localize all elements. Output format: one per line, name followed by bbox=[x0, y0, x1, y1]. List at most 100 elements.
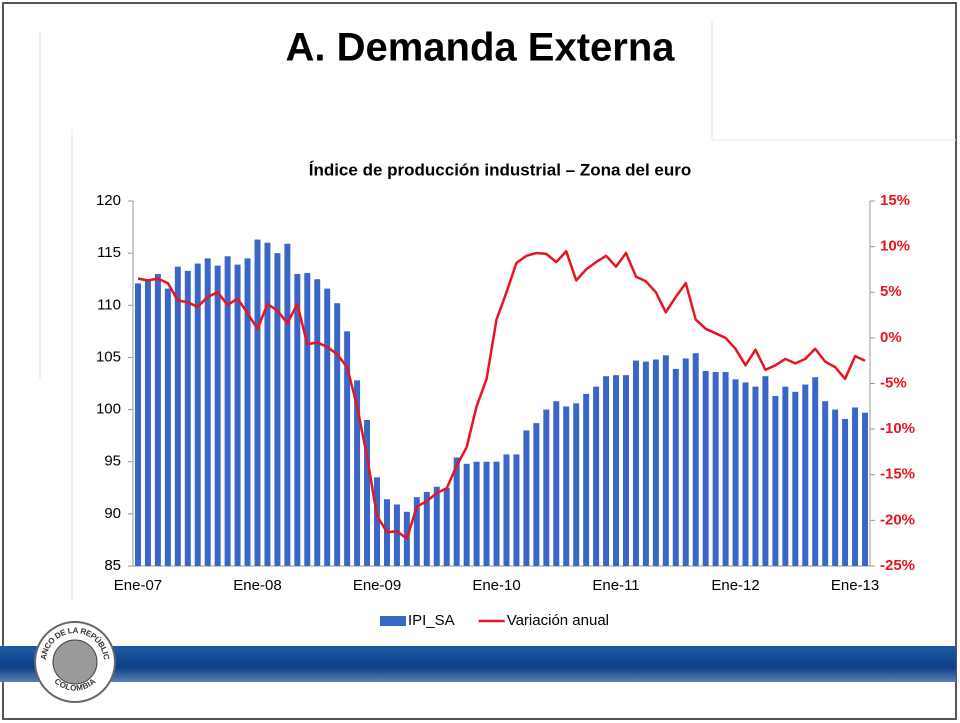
bar bbox=[563, 406, 570, 566]
footer-band bbox=[0, 646, 956, 682]
bar bbox=[682, 358, 689, 566]
bar bbox=[613, 375, 620, 566]
bar bbox=[274, 253, 281, 566]
bar bbox=[672, 368, 679, 566]
bar bbox=[334, 303, 341, 566]
bar bbox=[772, 396, 779, 566]
bar bbox=[264, 242, 271, 566]
legend-swatch bbox=[380, 616, 406, 626]
bar bbox=[523, 430, 530, 566]
y-tick-label: 115 bbox=[97, 244, 121, 261]
bar bbox=[603, 376, 610, 566]
bar bbox=[732, 379, 739, 566]
bar bbox=[314, 279, 321, 566]
y2-tick-label: 0% bbox=[880, 329, 902, 346]
y-tick-label: 110 bbox=[97, 296, 121, 313]
plot: 120 115 110 105 100 95 90 85 15% 10% 5% 0% -5% -10% -1… bbox=[96, 192, 915, 629]
y-tick-label: 85 bbox=[104, 557, 121, 574]
y2-tick-label: -5% bbox=[880, 374, 907, 391]
bar bbox=[423, 491, 430, 566]
bar bbox=[413, 497, 420, 566]
bar bbox=[662, 355, 669, 566]
y-tick-label: 100 bbox=[96, 401, 121, 418]
bar bbox=[862, 412, 869, 566]
bar bbox=[533, 423, 540, 566]
y-tick-label: 120 bbox=[96, 192, 121, 209]
y2-tick-label: -15% bbox=[880, 466, 915, 483]
bar bbox=[513, 454, 520, 566]
legend-label: Variación anual bbox=[507, 612, 609, 629]
bar bbox=[304, 272, 311, 566]
bar bbox=[154, 274, 161, 566]
bar bbox=[144, 279, 151, 566]
bar bbox=[393, 504, 400, 566]
y-tick-label: 105 bbox=[96, 348, 121, 365]
bar bbox=[453, 457, 460, 566]
bar bbox=[842, 418, 849, 566]
bar bbox=[204, 258, 211, 566]
x-tick-label: Ene-13 bbox=[831, 577, 879, 594]
bar bbox=[164, 288, 171, 566]
y2-tick-label: 15% bbox=[880, 192, 910, 209]
bar bbox=[324, 288, 331, 566]
bar bbox=[782, 386, 789, 566]
bar bbox=[354, 380, 361, 566]
background-lines bbox=[39, 20, 956, 600]
bar bbox=[184, 270, 191, 566]
y2-tick-label: -25% bbox=[880, 557, 915, 574]
bar bbox=[374, 477, 380, 566]
y2-tick-label: 5% bbox=[880, 283, 902, 300]
legend-label: IPI_SA bbox=[408, 612, 455, 629]
bar bbox=[294, 274, 301, 566]
bar bbox=[712, 372, 719, 566]
bar bbox=[543, 409, 550, 566]
bar bbox=[463, 463, 470, 566]
slide-title: A. Demanda Externa bbox=[285, 26, 675, 70]
x-tick-label: Ene-12 bbox=[711, 577, 759, 594]
bar bbox=[852, 407, 859, 566]
bar bbox=[244, 258, 251, 566]
bar bbox=[742, 382, 749, 566]
bar bbox=[632, 360, 639, 566]
bar bbox=[802, 384, 809, 566]
bar bbox=[652, 359, 659, 566]
bar bbox=[692, 353, 699, 566]
bar bbox=[822, 401, 829, 566]
bar bbox=[483, 461, 490, 566]
bar bbox=[583, 393, 590, 566]
bar bbox=[812, 377, 819, 566]
y-tick-label: 90 bbox=[104, 505, 121, 522]
x-tick-label: Ene-09 bbox=[353, 577, 401, 594]
y2-tick-label: 10% bbox=[880, 238, 910, 255]
bar bbox=[194, 263, 201, 566]
y2-tick-label: -20% bbox=[880, 511, 915, 528]
bar bbox=[443, 487, 450, 566]
bar bbox=[623, 375, 629, 566]
bar bbox=[134, 283, 141, 566]
bar bbox=[702, 370, 709, 566]
bar bbox=[553, 401, 560, 566]
bar bbox=[284, 243, 291, 566]
bar bbox=[473, 461, 480, 566]
x-tick-label: Ene-08 bbox=[233, 577, 281, 594]
bar bbox=[344, 331, 351, 566]
bar bbox=[752, 386, 759, 566]
logo-head bbox=[52, 639, 98, 685]
x-tick-label: Ene-10 bbox=[472, 577, 520, 594]
bar bbox=[593, 386, 600, 566]
bar bbox=[832, 409, 839, 566]
bar bbox=[214, 265, 221, 566]
bar bbox=[433, 486, 440, 566]
bar bbox=[503, 454, 510, 566]
bar bbox=[254, 239, 261, 567]
chart-title: Índice de producción industrial – Zona d… bbox=[309, 160, 692, 179]
bar bbox=[722, 372, 729, 566]
y-tick-label: 95 bbox=[104, 453, 121, 470]
x-tick-label: Ene-11 bbox=[592, 577, 639, 594]
x-tick-label: Ene-07 bbox=[114, 577, 162, 594]
bar bbox=[762, 376, 769, 566]
bar bbox=[234, 264, 241, 566]
line bbox=[137, 249, 866, 540]
